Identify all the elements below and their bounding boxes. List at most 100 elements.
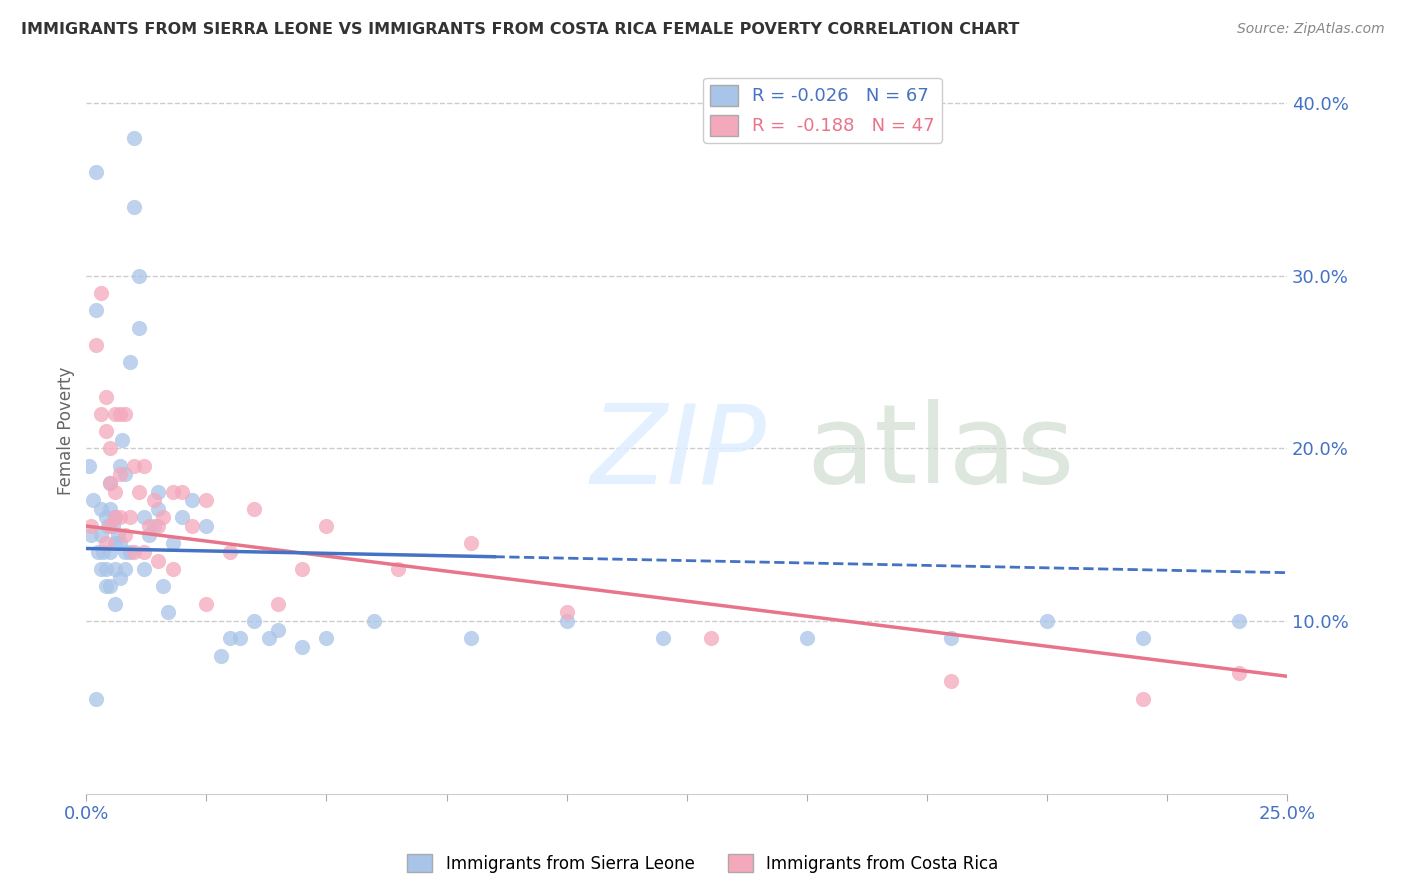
Point <box>219 632 242 646</box>
Point <box>104 510 127 524</box>
Point <box>108 536 131 550</box>
Point <box>1132 632 1154 646</box>
Point <box>114 562 136 576</box>
Point <box>148 501 170 516</box>
Point <box>124 458 146 473</box>
Point <box>172 510 194 524</box>
Point <box>101 519 124 533</box>
Point <box>267 597 290 611</box>
Point <box>98 579 121 593</box>
Point <box>104 597 127 611</box>
Point <box>90 562 112 576</box>
Text: atlas: atlas <box>807 400 1076 507</box>
Point <box>142 493 165 508</box>
Text: Source: ZipAtlas.com: Source: ZipAtlas.com <box>1237 22 1385 37</box>
Point <box>1036 614 1059 628</box>
Point <box>90 285 112 300</box>
Point <box>98 519 121 533</box>
Point <box>132 510 155 524</box>
Point <box>152 579 174 593</box>
Point <box>104 407 127 421</box>
Point <box>181 493 204 508</box>
Point <box>1227 665 1250 680</box>
Point <box>128 484 150 499</box>
Point <box>315 632 337 646</box>
Point <box>104 510 127 524</box>
Point <box>84 338 107 352</box>
Point <box>195 597 218 611</box>
Point <box>939 674 962 689</box>
Point <box>104 536 127 550</box>
Point <box>118 510 141 524</box>
Point <box>243 501 266 516</box>
Point <box>114 545 136 559</box>
Point <box>181 519 204 533</box>
Point <box>699 632 721 646</box>
Point <box>90 501 112 516</box>
Point <box>939 632 962 646</box>
Point <box>651 632 673 646</box>
Point <box>229 632 252 646</box>
Point <box>148 484 170 499</box>
Point <box>84 165 107 179</box>
Point <box>97 519 120 533</box>
Point <box>219 545 242 559</box>
Point <box>84 303 107 318</box>
Legend: R = -0.026   N = 67, R =  -0.188   N = 47: R = -0.026 N = 67, R = -0.188 N = 47 <box>703 78 942 143</box>
Point <box>195 519 218 533</box>
Point <box>108 407 131 421</box>
Point <box>555 614 578 628</box>
Point <box>104 484 127 499</box>
Point <box>94 536 117 550</box>
Point <box>98 442 121 456</box>
Point <box>460 536 482 550</box>
Point <box>291 640 314 654</box>
Point <box>257 632 280 646</box>
Point <box>132 545 155 559</box>
Point <box>138 527 160 541</box>
Point <box>124 545 146 559</box>
Point <box>555 606 578 620</box>
Point <box>108 458 131 473</box>
Point <box>132 562 155 576</box>
Legend: Immigrants from Sierra Leone, Immigrants from Costa Rica: Immigrants from Sierra Leone, Immigrants… <box>401 847 1005 880</box>
Point <box>94 579 117 593</box>
Point <box>104 562 127 576</box>
Point <box>124 200 146 214</box>
Point <box>80 527 103 541</box>
Point <box>315 519 337 533</box>
Point <box>148 519 170 533</box>
Point <box>108 467 131 482</box>
Point <box>152 510 174 524</box>
Point <box>363 614 385 628</box>
Point <box>114 527 136 541</box>
Point <box>87 545 110 559</box>
Point <box>142 519 165 533</box>
Point <box>156 606 179 620</box>
Point <box>94 510 117 524</box>
Point <box>114 467 136 482</box>
Point <box>91 545 114 559</box>
Point <box>108 571 131 585</box>
Point <box>132 458 155 473</box>
Point <box>111 433 134 447</box>
Point <box>98 475 121 490</box>
Point <box>98 545 121 559</box>
Text: ZIP: ZIP <box>591 400 766 507</box>
Point <box>387 562 409 576</box>
Point <box>138 519 160 533</box>
Point <box>107 527 129 541</box>
Point <box>209 648 232 663</box>
Point <box>118 545 141 559</box>
Point <box>243 614 266 628</box>
Point <box>77 458 100 473</box>
Point <box>118 355 141 369</box>
Y-axis label: Female Poverty: Female Poverty <box>58 367 75 495</box>
Point <box>90 527 112 541</box>
Point <box>796 632 818 646</box>
Point <box>1132 691 1154 706</box>
Point <box>291 562 314 576</box>
Point <box>1227 614 1250 628</box>
Point <box>90 407 112 421</box>
Point <box>267 623 290 637</box>
